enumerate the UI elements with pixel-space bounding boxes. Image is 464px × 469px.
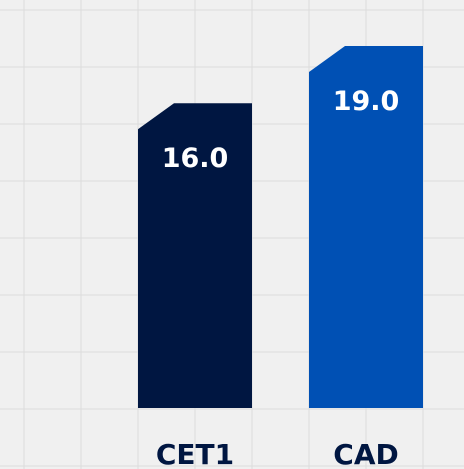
x-tick-label: CET1	[156, 438, 234, 469]
bar	[309, 46, 423, 409]
bar-value-label: 16.0	[162, 143, 229, 174]
bar-value-label: 19.0	[333, 86, 400, 117]
x-tick-label: CAD	[333, 438, 398, 469]
bar	[138, 103, 252, 408]
